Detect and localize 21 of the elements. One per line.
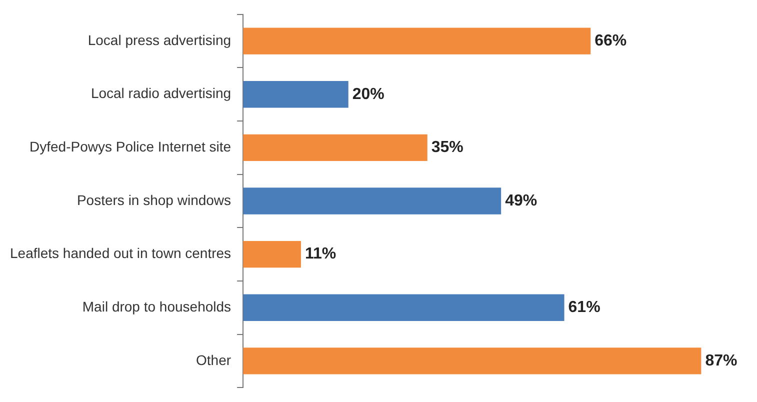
data-label: 49% bbox=[505, 192, 538, 210]
bar bbox=[243, 188, 502, 214]
bar bbox=[243, 348, 702, 374]
bar bbox=[243, 240, 301, 268]
bar bbox=[243, 28, 591, 54]
data-label: 61% bbox=[568, 299, 600, 316]
y-tick-label: Local press advertising bbox=[88, 32, 232, 48]
data-label: 66% bbox=[594, 32, 627, 50]
y-tick-label: Local radio advertising bbox=[90, 85, 232, 102]
data-label: 20% bbox=[352, 86, 384, 103]
bar bbox=[243, 81, 348, 108]
y-tick-label: Other bbox=[196, 352, 232, 368]
data-label: 35% bbox=[431, 139, 464, 156]
bar bbox=[243, 294, 564, 321]
y-tick-label: Posters in shop windows bbox=[76, 192, 232, 208]
bar bbox=[243, 134, 428, 162]
data-label: 87% bbox=[705, 352, 738, 370]
y-tick-label: Dyfed-Powys Police Internet site bbox=[30, 138, 232, 155]
data-label: 11% bbox=[304, 246, 336, 263]
y-tick-label: Mail drop to households bbox=[82, 298, 232, 314]
y-tick-label: Leaflets handed out in town centres bbox=[10, 245, 232, 262]
